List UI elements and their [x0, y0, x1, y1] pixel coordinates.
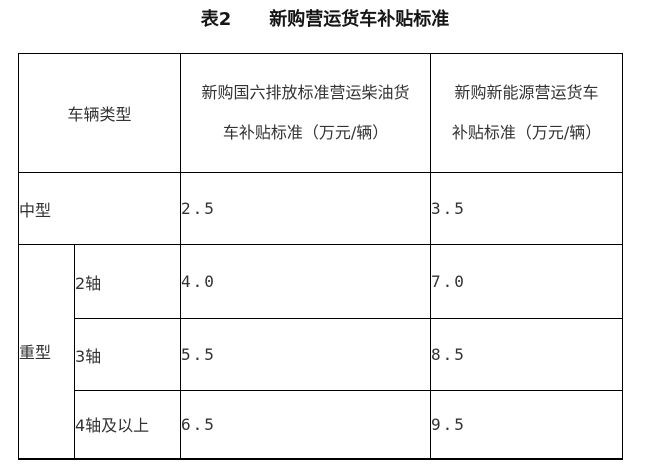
vehicle-type-medium: 中型 [17, 172, 182, 245]
heavy-3axle-new-energy-value: 8.5 [430, 318, 624, 391]
table-title-number: 表2 [200, 9, 232, 30]
vehicle-type-heavy: 重型 [18, 244, 75, 459]
table-title: 表2 新购营运货车补贴标准 [18, 8, 632, 32]
heavy-2axle-new-energy-value: 7.0 [430, 244, 624, 319]
table-row-medium: 中型 2.5 3.5 [17, 172, 624, 245]
header-diesel-subsidy: 新购国六排放标准营运柴油货 车补贴标准（万元/辆） [180, 53, 432, 173]
table-row-heavy-4axle: 4轴及以上 6.5 9.5 [19, 390, 624, 459]
header-new-energy-subsidy-line1: 新购新能源营运货车 [454, 83, 599, 102]
table-header-row: 车辆类型 新购国六排放标准营运柴油货 车补贴标准（万元/辆） 新购新能源营运货车… [17, 53, 624, 173]
heavy-4axle-diesel-value: 6.5 [180, 390, 432, 459]
subsidy-standards-table: 车辆类型 新购国六排放标准营运柴油货 车补贴标准（万元/辆） 新购新能源营运货车… [17, 53, 624, 460]
table-title-text: 新购营运货车补贴标准 [269, 9, 450, 30]
header-vehicle-type: 车辆类型 [17, 53, 182, 173]
heavy-2axle-diesel-value: 4.0 [180, 244, 432, 319]
table-row-heavy-2axle: 重型 2轴 4.0 7.0 [18, 244, 624, 459]
header-new-energy-subsidy-line2: 补贴标准（万元/辆） [451, 123, 602, 142]
heavy-4axle-new-energy-value: 9.5 [430, 390, 624, 459]
table-row-heavy-3axle: 3轴 5.5 8.5 [19, 318, 624, 391]
heavy-3axle-diesel-value: 5.5 [180, 318, 432, 391]
heavy-2axle-label: 2轴 [73, 244, 182, 319]
header-new-energy-subsidy: 新购新能源营运货车 补贴标准（万元/辆） [430, 53, 624, 173]
heavy-3axle-label: 3轴 [73, 318, 182, 391]
header-diesel-subsidy-line2: 车补贴标准（万元/辆） [222, 123, 389, 142]
heavy-4axle-label: 4轴及以上 [73, 390, 182, 459]
header-diesel-subsidy-line1: 新购国六排放标准营运柴油货 [201, 83, 410, 102]
medium-new-energy-value: 3.5 [430, 172, 624, 245]
medium-diesel-value: 2.5 [180, 172, 432, 245]
